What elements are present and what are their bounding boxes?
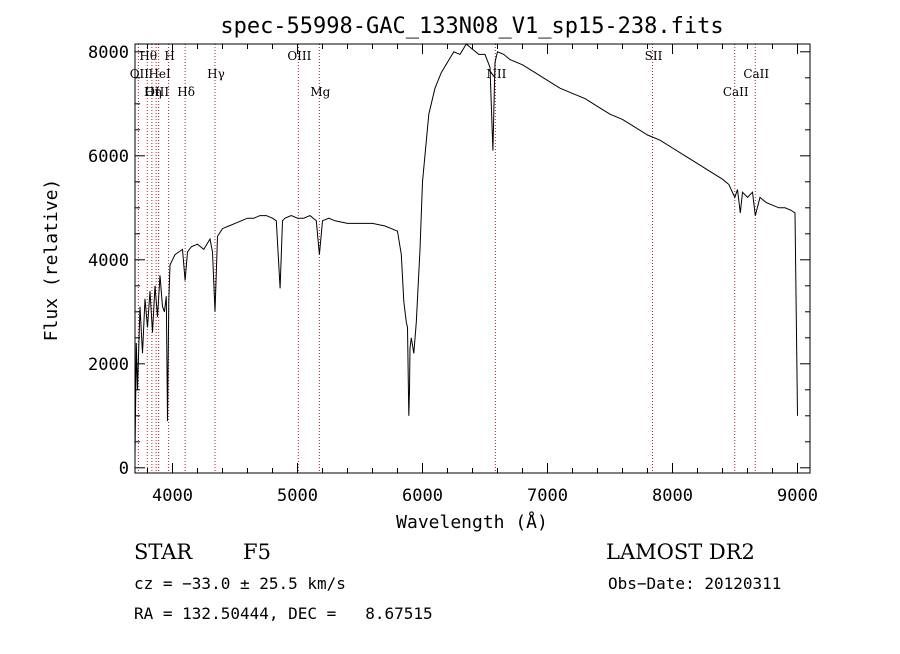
object-class: STAR [134,540,193,564]
plot-frame [134,43,811,474]
x-tick-label: 4000 [152,486,193,506]
spectral-line-label: NII [486,67,506,81]
x-tick-label: 6000 [402,486,443,506]
y-tick-label: 6000 [88,147,129,167]
spectral-line-label: Hγ [207,67,225,81]
y-tick-label: 2000 [88,355,129,375]
survey-name: LAMOST DR2 [606,540,755,564]
spectral-line-label: CaII [743,67,769,81]
y-tick-label: 4000 [88,251,129,271]
spectral-line-label: OIII [287,49,311,63]
spectral-line-label: Hδ [177,85,195,99]
x-tick-label: 5000 [277,486,318,506]
spectral-line-label: HeI [148,67,171,81]
y-tick-label: 0 [119,459,129,479]
spectral-line-label: Hθ [139,49,157,63]
spectral-line-label: OIII [145,85,169,99]
redshift-text: cz = −33.0 ± 25.5 km/s [134,574,346,593]
x-axis-label: Wavelength (Å) [396,511,548,533]
obs-date-text: Obs−Date: 20120311 [608,574,781,593]
object-subclass: F5 [243,540,271,564]
spectrum-series-line [134,43,798,458]
y-tick-label: 8000 [88,43,129,63]
x-tick-label: 8000 [652,486,693,506]
x-tick-label: 7000 [527,486,568,506]
spectral-line-label: Mg [310,85,330,99]
x-tick-label: 9000 [777,486,818,506]
spectral-line-label: SII [645,49,663,63]
spectral-line-label: Hη [144,85,162,99]
spectral-line-label: H [164,49,174,63]
spectral-line-label: OII [130,67,150,81]
y-axis-label: Flux (relative) [41,179,62,342]
chart-title: spec-55998-GAC_133N08_V1_sp15-238.fits [220,14,723,39]
coordinates-text: RA = 132.50444, DEC = 8.67515 [134,604,433,623]
axis-ticks: 4000 5000 6000 7000 8000 9000 0 2000 4000 6000 800… [88,43,818,506]
spectral-line-label: CaII [723,85,749,99]
